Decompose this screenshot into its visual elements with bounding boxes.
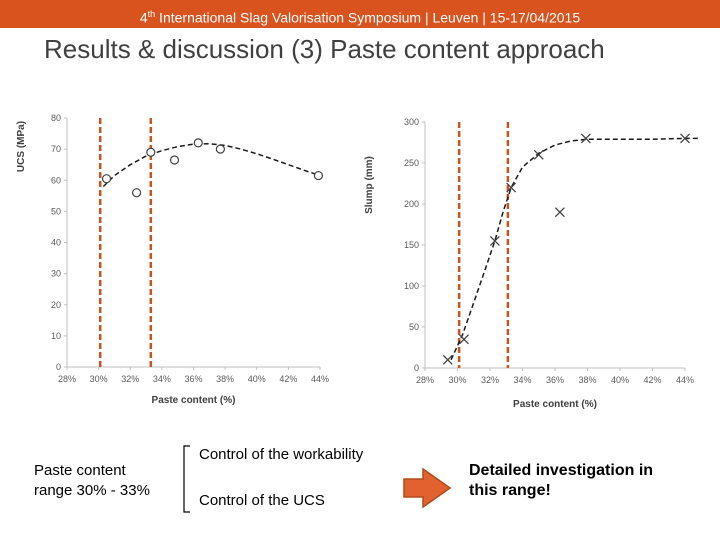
y-tick-label: 50 bbox=[409, 322, 419, 332]
x-tick-label: 38% bbox=[216, 374, 234, 384]
data-point bbox=[193, 138, 203, 148]
ucs-chart: 0 10 20 30 40 50 60 70 80 28% 30% 32% 34% 36% 38% 40% 42… bbox=[16, 113, 329, 406]
x-tick-label: 28% bbox=[416, 375, 434, 385]
data-point bbox=[146, 147, 156, 157]
bracket-line bbox=[183, 445, 190, 513]
y-tick-label: 80 bbox=[51, 113, 61, 123]
data-point bbox=[101, 174, 112, 184]
trend-line bbox=[450, 137, 698, 361]
y-tick-label: 200 bbox=[404, 199, 419, 209]
x-axis-title: Paste content (%) bbox=[513, 399, 597, 410]
y-tick-label: 100 bbox=[404, 281, 419, 291]
data-point bbox=[680, 133, 690, 144]
conclusion-line2: this range! bbox=[469, 482, 551, 499]
x-tick-label: 32% bbox=[121, 374, 139, 384]
trend-line bbox=[102, 143, 321, 188]
y-tick-label: 250 bbox=[404, 158, 419, 168]
data-point bbox=[459, 334, 469, 345]
header-ordinal-suffix: th bbox=[147, 9, 156, 19]
conclusion-note: Detailed investigation in this range! bbox=[469, 461, 653, 501]
arrow-shape bbox=[403, 467, 452, 509]
bracket bbox=[183, 445, 190, 513]
data-point bbox=[131, 188, 142, 198]
x-tick-label: 36% bbox=[184, 374, 202, 384]
arrow-icon bbox=[403, 467, 452, 509]
workability-note: Control of the workability bbox=[199, 446, 364, 463]
x-tick-label: 34% bbox=[153, 374, 171, 384]
x-tick-label: 32% bbox=[481, 375, 499, 385]
data-point bbox=[580, 133, 591, 144]
data-point bbox=[554, 207, 565, 218]
data-point bbox=[313, 170, 324, 181]
data-point bbox=[489, 235, 500, 246]
y-tick-label: 300 bbox=[404, 117, 419, 127]
x-tick-label: 34% bbox=[513, 375, 531, 385]
y-axis-title: Slump (mm) bbox=[364, 156, 375, 214]
range-note: Paste content range 30% - 33% bbox=[34, 461, 150, 501]
data-point bbox=[442, 354, 453, 365]
header-ordinal: 4 bbox=[139, 9, 148, 26]
x-tick-label: 30% bbox=[448, 375, 466, 385]
x-tick-label: 36% bbox=[546, 375, 564, 385]
y-tick-label: 150 bbox=[404, 240, 419, 250]
data-point bbox=[169, 155, 180, 165]
slide-title: Results & discussion (3) Paste content a… bbox=[44, 34, 605, 64]
y-tick-label: 70 bbox=[51, 144, 61, 154]
y-tick-label: 0 bbox=[56, 362, 61, 372]
header-bar: 4th International Slag Valorisation Symp… bbox=[0, 0, 720, 28]
y-tick-label: 50 bbox=[51, 206, 61, 216]
x-tick-label: 40% bbox=[248, 374, 266, 384]
x-tick-label: 40% bbox=[611, 375, 629, 385]
x-tick-label: 30% bbox=[90, 374, 108, 384]
x-tick-label: 42% bbox=[279, 374, 297, 384]
x-tick-label: 42% bbox=[643, 375, 661, 385]
y-tick-label: 10 bbox=[51, 331, 61, 341]
y-tick-label: 0 bbox=[414, 363, 419, 373]
data-point bbox=[215, 144, 225, 154]
x-axis-title: Paste content (%) bbox=[152, 395, 236, 406]
y-axis-title: UCS (MPa) bbox=[16, 121, 27, 172]
range-note-line1: Paste content bbox=[34, 462, 126, 479]
y-tick-label: 30 bbox=[51, 269, 61, 279]
y-tick-label: 20 bbox=[51, 300, 61, 310]
y-tick-label: 60 bbox=[51, 175, 61, 185]
data-point bbox=[506, 182, 517, 193]
range-note-line2: range 30% - 33% bbox=[34, 482, 150, 499]
ucs-note: Control of the UCS bbox=[199, 492, 325, 509]
x-tick-label: 28% bbox=[58, 374, 76, 384]
y-tick-label: 40 bbox=[51, 238, 61, 248]
header-text: International Slag Valorisation Symposiu… bbox=[155, 9, 581, 26]
data-point bbox=[533, 149, 544, 160]
conclusion-line1: Detailed investigation in bbox=[469, 462, 654, 479]
x-tick-label: 38% bbox=[578, 375, 596, 385]
slump-chart: 0 50 100 150 200 250 300 28% 30% 32% 34% 36% 38% 40% 4… bbox=[364, 117, 698, 410]
x-tick-label: 44% bbox=[676, 375, 694, 385]
x-tick-label: 44% bbox=[311, 374, 329, 384]
